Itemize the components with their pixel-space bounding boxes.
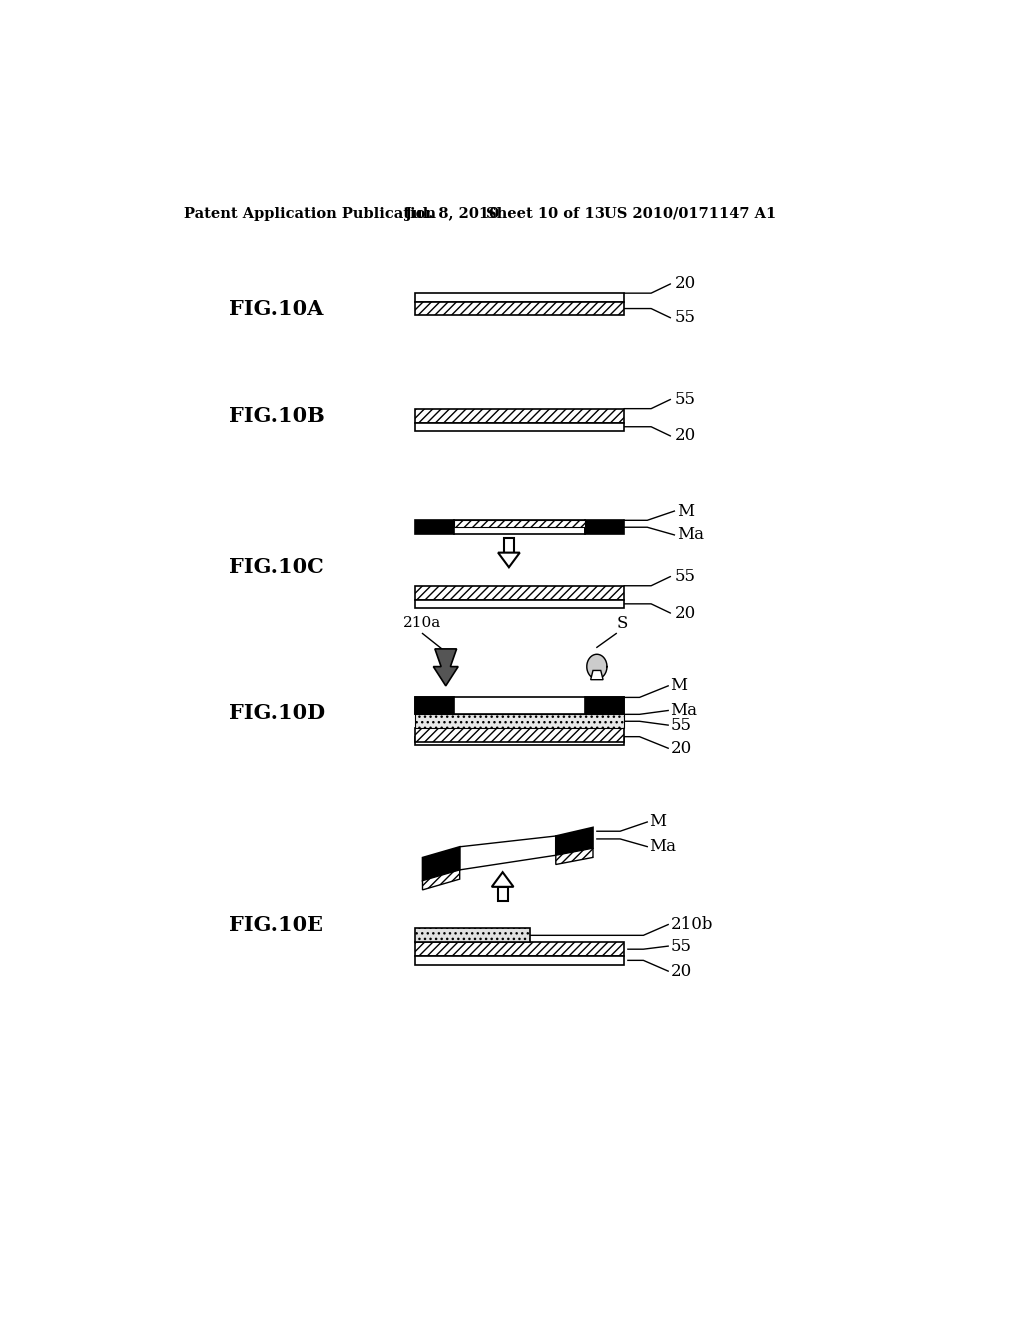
- Text: Sheet 10 of 13: Sheet 10 of 13: [486, 207, 605, 220]
- Text: 20: 20: [675, 428, 695, 445]
- Bar: [415, 928, 529, 942]
- Text: Patent Application Publication: Patent Application Publication: [183, 207, 436, 220]
- Text: FIG.10B: FIG.10B: [228, 405, 325, 425]
- Bar: [415, 697, 624, 714]
- Text: FIG.10E: FIG.10E: [228, 915, 323, 935]
- Text: 55: 55: [675, 309, 695, 326]
- Bar: [454, 520, 586, 535]
- Text: US 2010/0171147 A1: US 2010/0171147 A1: [604, 207, 776, 220]
- Bar: [504, 539, 514, 553]
- Text: 55: 55: [675, 391, 695, 408]
- Bar: [415, 293, 624, 302]
- Text: Ma: Ma: [649, 838, 677, 855]
- Text: FIG.10A: FIG.10A: [228, 298, 324, 318]
- Text: 210b: 210b: [671, 916, 713, 933]
- Polygon shape: [423, 870, 460, 890]
- Bar: [415, 422, 624, 430]
- Bar: [415, 714, 624, 729]
- Text: 55: 55: [671, 717, 691, 734]
- Bar: [415, 942, 624, 956]
- Bar: [586, 697, 624, 714]
- Bar: [454, 520, 586, 527]
- Bar: [586, 520, 624, 535]
- Bar: [415, 956, 624, 965]
- Polygon shape: [423, 847, 460, 880]
- Bar: [498, 887, 508, 902]
- Bar: [415, 409, 624, 422]
- Text: M: M: [671, 677, 688, 694]
- Text: 210a: 210a: [403, 616, 441, 631]
- Bar: [415, 737, 624, 744]
- Polygon shape: [556, 828, 593, 855]
- Bar: [415, 302, 624, 315]
- Polygon shape: [498, 553, 520, 568]
- Text: M: M: [649, 813, 667, 830]
- Text: 20: 20: [671, 739, 692, 756]
- Text: S: S: [617, 615, 629, 632]
- Text: 20: 20: [675, 276, 695, 293]
- Text: FIG.10C: FIG.10C: [228, 557, 324, 577]
- Bar: [454, 697, 586, 714]
- Bar: [415, 729, 624, 742]
- Text: 55: 55: [675, 568, 695, 585]
- Text: Ma: Ma: [671, 702, 697, 719]
- Text: 55: 55: [671, 937, 691, 954]
- Bar: [415, 697, 454, 714]
- Polygon shape: [433, 649, 458, 686]
- Polygon shape: [492, 873, 513, 887]
- Text: 20: 20: [675, 605, 695, 622]
- Text: 20: 20: [671, 962, 692, 979]
- Polygon shape: [460, 836, 556, 870]
- Polygon shape: [556, 849, 593, 865]
- Bar: [415, 586, 624, 599]
- Text: FIG.10D: FIG.10D: [228, 702, 325, 723]
- Text: Jul. 8, 2010: Jul. 8, 2010: [406, 207, 500, 220]
- Bar: [415, 599, 624, 609]
- Bar: [415, 520, 454, 535]
- Polygon shape: [591, 671, 603, 680]
- Polygon shape: [587, 655, 607, 678]
- Text: Ma: Ma: [677, 527, 703, 544]
- Text: M: M: [677, 503, 694, 520]
